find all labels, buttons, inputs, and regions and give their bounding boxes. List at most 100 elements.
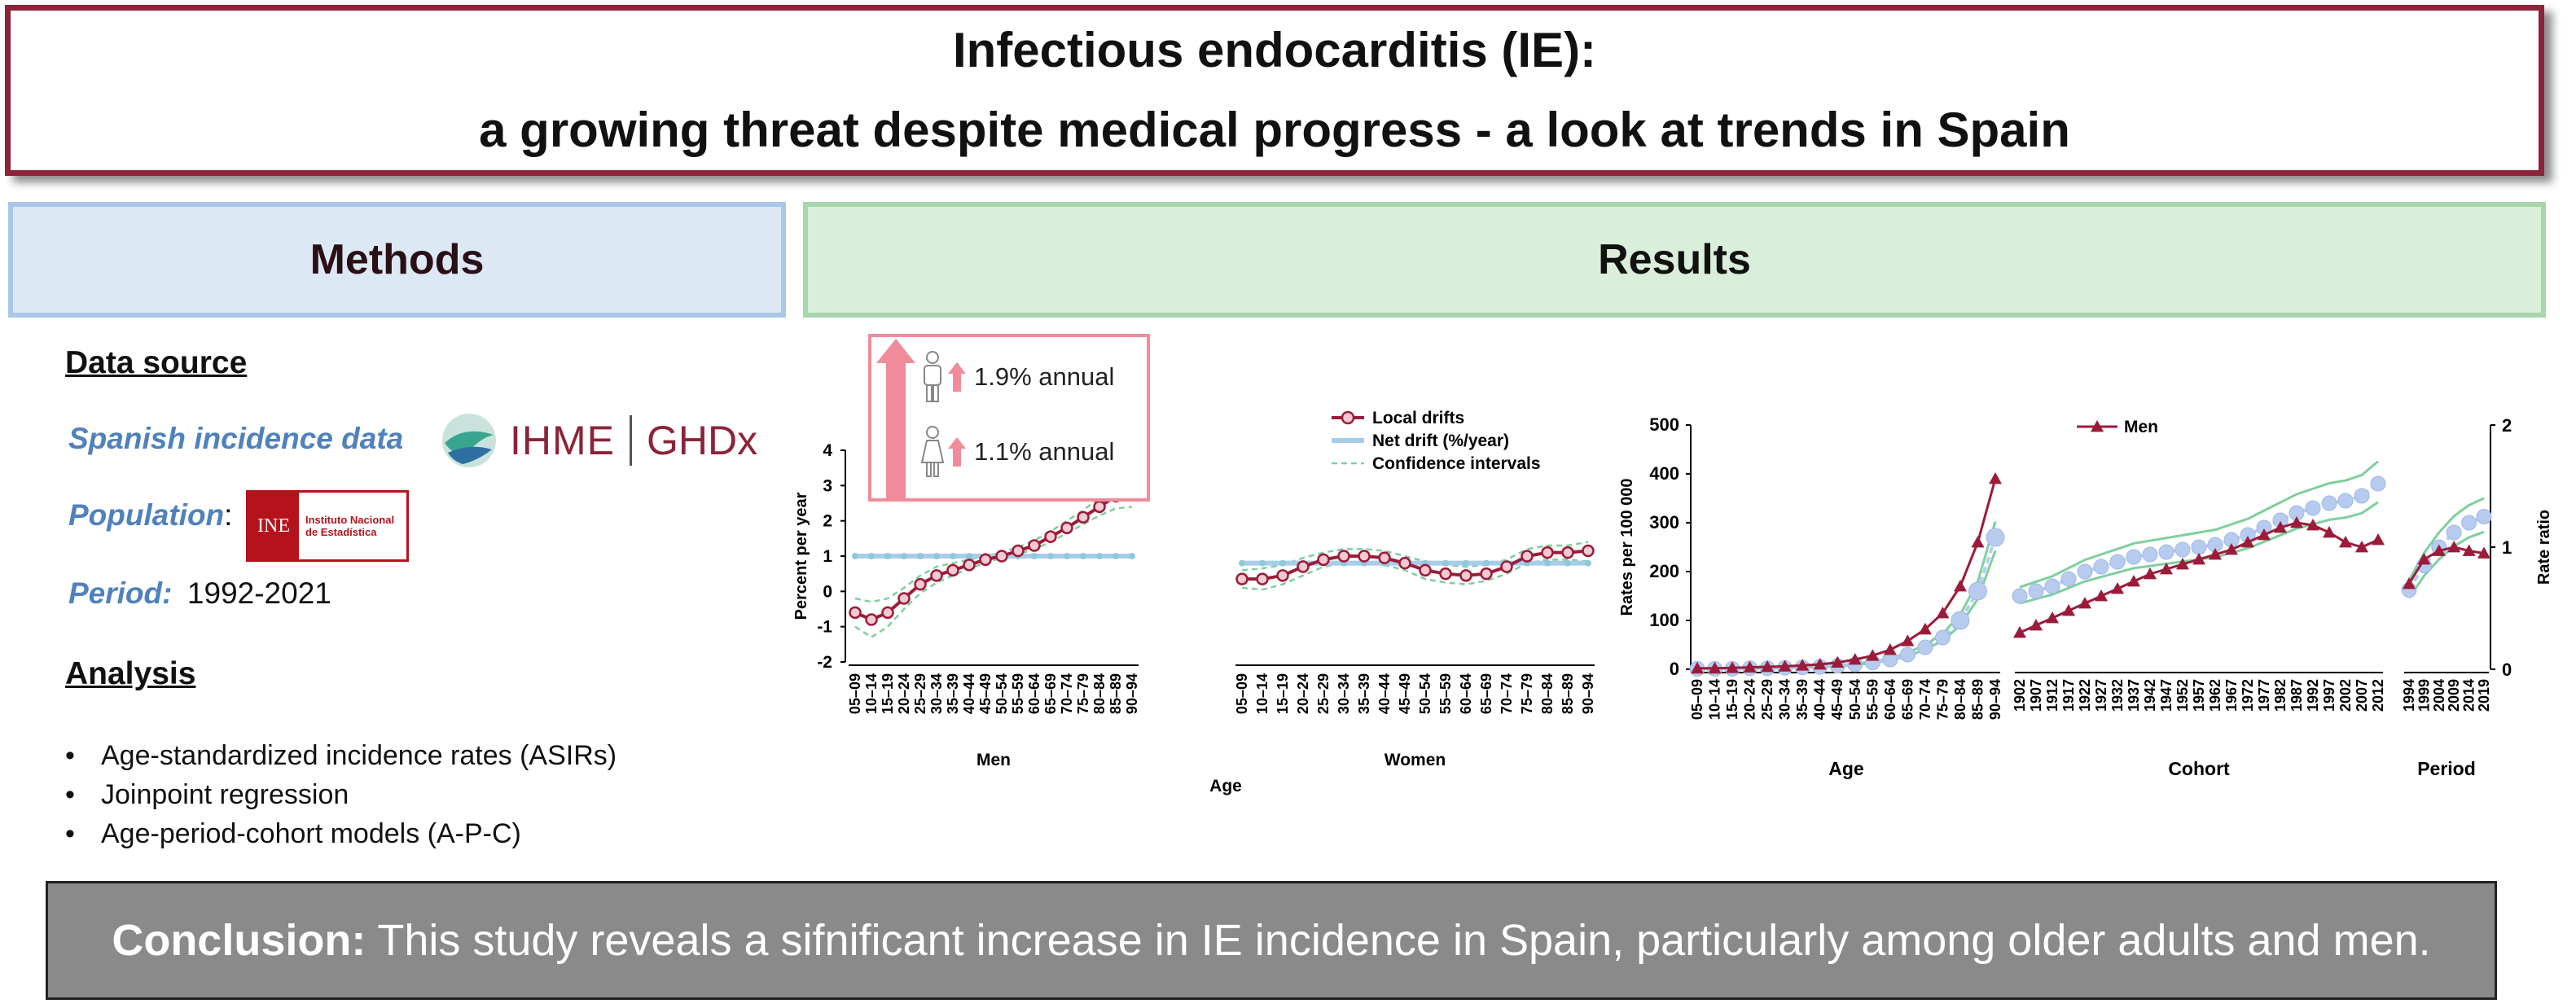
x-tick-label: 60–64 bbox=[1882, 679, 1898, 720]
x-tick-label: 15–19 bbox=[1275, 673, 1291, 714]
title-line-2: a growing threat despite medical progres… bbox=[479, 103, 2070, 157]
net-drift-point bbox=[950, 553, 956, 559]
men-series-point bbox=[2290, 516, 2303, 528]
x-tick-label: 10–14 bbox=[863, 673, 880, 714]
men-series-point bbox=[1989, 472, 2002, 484]
men-series-point bbox=[1708, 661, 1722, 674]
women-series-point bbox=[2476, 509, 2492, 524]
men-series-point bbox=[2274, 521, 2287, 533]
legend-net-drift-label: Net drift (%/year) bbox=[1372, 432, 1509, 450]
y-axis-label: Rates per 100 000 bbox=[1618, 478, 1636, 616]
x-tick-label: 75–79 bbox=[1934, 679, 1951, 720]
x-tick-label: 75–79 bbox=[1075, 673, 1091, 714]
x-tick-label: 1902 bbox=[2012, 679, 2028, 712]
panel-label: Period bbox=[2417, 758, 2476, 779]
local-drift-point bbox=[1256, 572, 1269, 585]
men-series-point bbox=[2432, 544, 2446, 556]
women-series-point bbox=[2060, 571, 2077, 587]
local-drift-point bbox=[1480, 567, 1493, 581]
x-tick-label: 2012 bbox=[2370, 679, 2386, 712]
women-series-point bbox=[2191, 539, 2207, 555]
panel-label: Men bbox=[976, 751, 1011, 769]
x-tick-label: 25–29 bbox=[912, 673, 928, 714]
analysis-item: Joinpoint regression bbox=[65, 775, 617, 814]
men-series-point bbox=[2403, 577, 2416, 589]
legend-ci-label: Confidence intervals bbox=[1372, 454, 1541, 473]
x-tick-label: 1992 bbox=[2305, 679, 2321, 712]
legend-men-marker bbox=[2091, 420, 2104, 432]
men-series-point bbox=[2477, 546, 2490, 559]
x-tick-label: 25–29 bbox=[1315, 673, 1332, 714]
x-tick-label: 2019 bbox=[2476, 679, 2492, 712]
local-drift-point bbox=[1077, 511, 1090, 524]
x-tick-label: 65–69 bbox=[1899, 679, 1916, 720]
y-tick-label: 3 bbox=[823, 476, 832, 495]
women-series-point bbox=[2305, 500, 2321, 516]
y-tick-label: -1 bbox=[817, 618, 832, 637]
data-source-heading: Data source bbox=[65, 345, 248, 380]
net-drift-point bbox=[1096, 553, 1103, 559]
x-tick-label: 35–39 bbox=[945, 673, 961, 714]
women-series-point bbox=[2028, 583, 2044, 599]
net-drift-point bbox=[1585, 559, 1591, 567]
x-tick-label: 1947 bbox=[2158, 679, 2174, 712]
women-series-point bbox=[2354, 488, 2370, 504]
x-tick-label: 1907 bbox=[2028, 679, 2044, 712]
y-tick-label: 0 bbox=[823, 582, 832, 601]
title-banner: Infectious endocarditis (IE): a growing … bbox=[5, 5, 2544, 176]
local-drift-point bbox=[1582, 544, 1595, 558]
local-drift-point bbox=[849, 606, 862, 620]
men-series-point bbox=[2062, 604, 2075, 616]
x-tick-label: 2014 bbox=[2461, 679, 2477, 712]
x-tick-label: 15–19 bbox=[880, 673, 896, 714]
men-series-point bbox=[1796, 659, 1810, 671]
net-drift-point bbox=[1463, 559, 1469, 567]
x-tick-label: 1952 bbox=[2174, 679, 2191, 712]
population-row: Population: bbox=[68, 498, 232, 532]
x-tick-label: 55–59 bbox=[1864, 679, 1880, 720]
local-drift-point bbox=[1317, 553, 1330, 567]
y-axis-label: Percent per year bbox=[792, 492, 810, 620]
ci-upper-line bbox=[2019, 460, 2379, 589]
x-tick-label: 45–49 bbox=[1397, 673, 1413, 714]
methods-header: Methods bbox=[8, 202, 786, 318]
conclusion-text: This study reveals a sifnificant increas… bbox=[377, 916, 2431, 965]
men-series-point bbox=[1761, 660, 1775, 673]
x-tick-label: 90–94 bbox=[1987, 679, 2003, 720]
x-tick-label: 55–59 bbox=[1437, 673, 1454, 714]
men-series-point bbox=[2447, 541, 2461, 553]
x-axis-label: Age bbox=[1209, 777, 1242, 795]
x-tick-label: 1987 bbox=[2289, 679, 2305, 712]
local-drift-point bbox=[1459, 569, 1472, 582]
men-series-point bbox=[1936, 607, 1950, 619]
net-drift-point bbox=[1279, 559, 1286, 567]
analysis-list: Age-standardized incidence rates (ASIRs)… bbox=[65, 736, 617, 853]
net-drift-point bbox=[917, 553, 924, 559]
local-drift-point bbox=[1561, 546, 1574, 559]
men-series-point bbox=[1901, 634, 1915, 646]
x-tick-label: 30–34 bbox=[928, 673, 945, 714]
men-series-point bbox=[2095, 589, 2108, 602]
x-tick-label: 1917 bbox=[2060, 679, 2077, 712]
men-series-point bbox=[1883, 643, 1897, 655]
ghdx-logo-text: GHDx bbox=[647, 418, 758, 463]
local-drift-point bbox=[963, 559, 976, 572]
men-annual-row: 1.9% annual bbox=[919, 350, 1114, 404]
x-tick-label: 55–59 bbox=[1010, 673, 1026, 714]
y2-tick-label: 1 bbox=[2502, 537, 2512, 558]
increase-arrow-icon bbox=[876, 339, 915, 502]
local-drift-point bbox=[865, 613, 878, 626]
men-series-point bbox=[1918, 622, 1932, 635]
women-series-point bbox=[2370, 476, 2386, 492]
women-series-point bbox=[1986, 528, 2005, 547]
conclusion-label: Conclusion: bbox=[112, 916, 366, 965]
x-tick-label: 45–49 bbox=[1829, 679, 1845, 720]
women-series-point bbox=[1951, 611, 1970, 630]
x-tick-label: 85–89 bbox=[1560, 673, 1576, 714]
panel-label: Women bbox=[1385, 751, 1446, 769]
analysis-heading: Analysis bbox=[65, 656, 196, 691]
net-drift-point bbox=[1239, 559, 1245, 567]
ci-upper-line bbox=[1697, 521, 1997, 670]
local-drift-point bbox=[1093, 500, 1106, 514]
